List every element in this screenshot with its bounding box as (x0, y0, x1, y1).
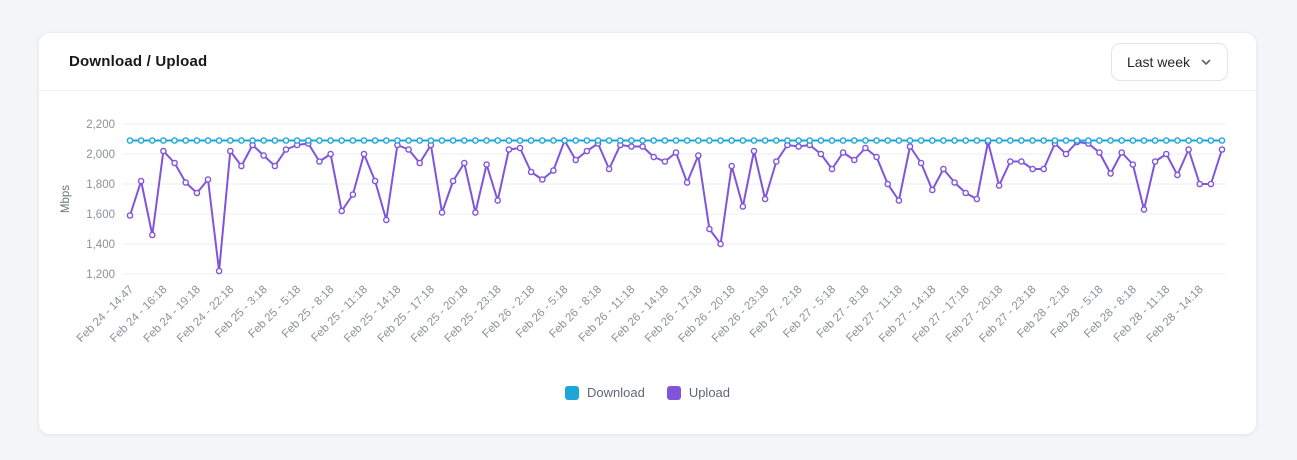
download-swatch (564, 385, 579, 400)
chevron-down-icon (1201, 59, 1211, 65)
chart-legend: Download Upload (39, 385, 1256, 400)
download-upload-card: Download / Upload Last week 2,200 2,000 1,… (38, 32, 1257, 435)
chart-canvas: 2,200 2,000 1,800 1,600 1,400 1,200 Mbps Feb 24… (60, 119, 1226, 345)
download-upload-line-chart[interactable]: 2,200 2,000 1,800 1,600 1,400 1,200 Mbps Feb 24… (39, 91, 1258, 381)
page-title: Download / Upload (69, 53, 208, 70)
card-header: Download / Upload Last week (39, 33, 1256, 91)
time-range-dropdown[interactable]: Last week (1110, 42, 1228, 81)
svg-text:Mbps: Mbps (60, 185, 72, 213)
svg-text:1,600: 1,600 (86, 209, 115, 221)
svg-text:2,000: 2,000 (86, 149, 115, 161)
legend-label-download: Download (586, 385, 645, 400)
svg-text:Feb 24 - 14:47: Feb 24 - 14:47 (75, 284, 136, 345)
legend-item-upload[interactable]: Upload (666, 385, 731, 400)
upload-swatch (666, 385, 681, 400)
svg-text:2,200: 2,200 (86, 119, 115, 131)
svg-text:1,800: 1,800 (86, 179, 115, 191)
legend-item-download[interactable]: Download (564, 385, 645, 400)
svg-text:1,400: 1,400 (86, 239, 115, 251)
legend-label-upload: Upload (688, 385, 731, 400)
svg-text:1,200: 1,200 (86, 269, 115, 281)
time-range-value: Last week (1126, 53, 1190, 70)
